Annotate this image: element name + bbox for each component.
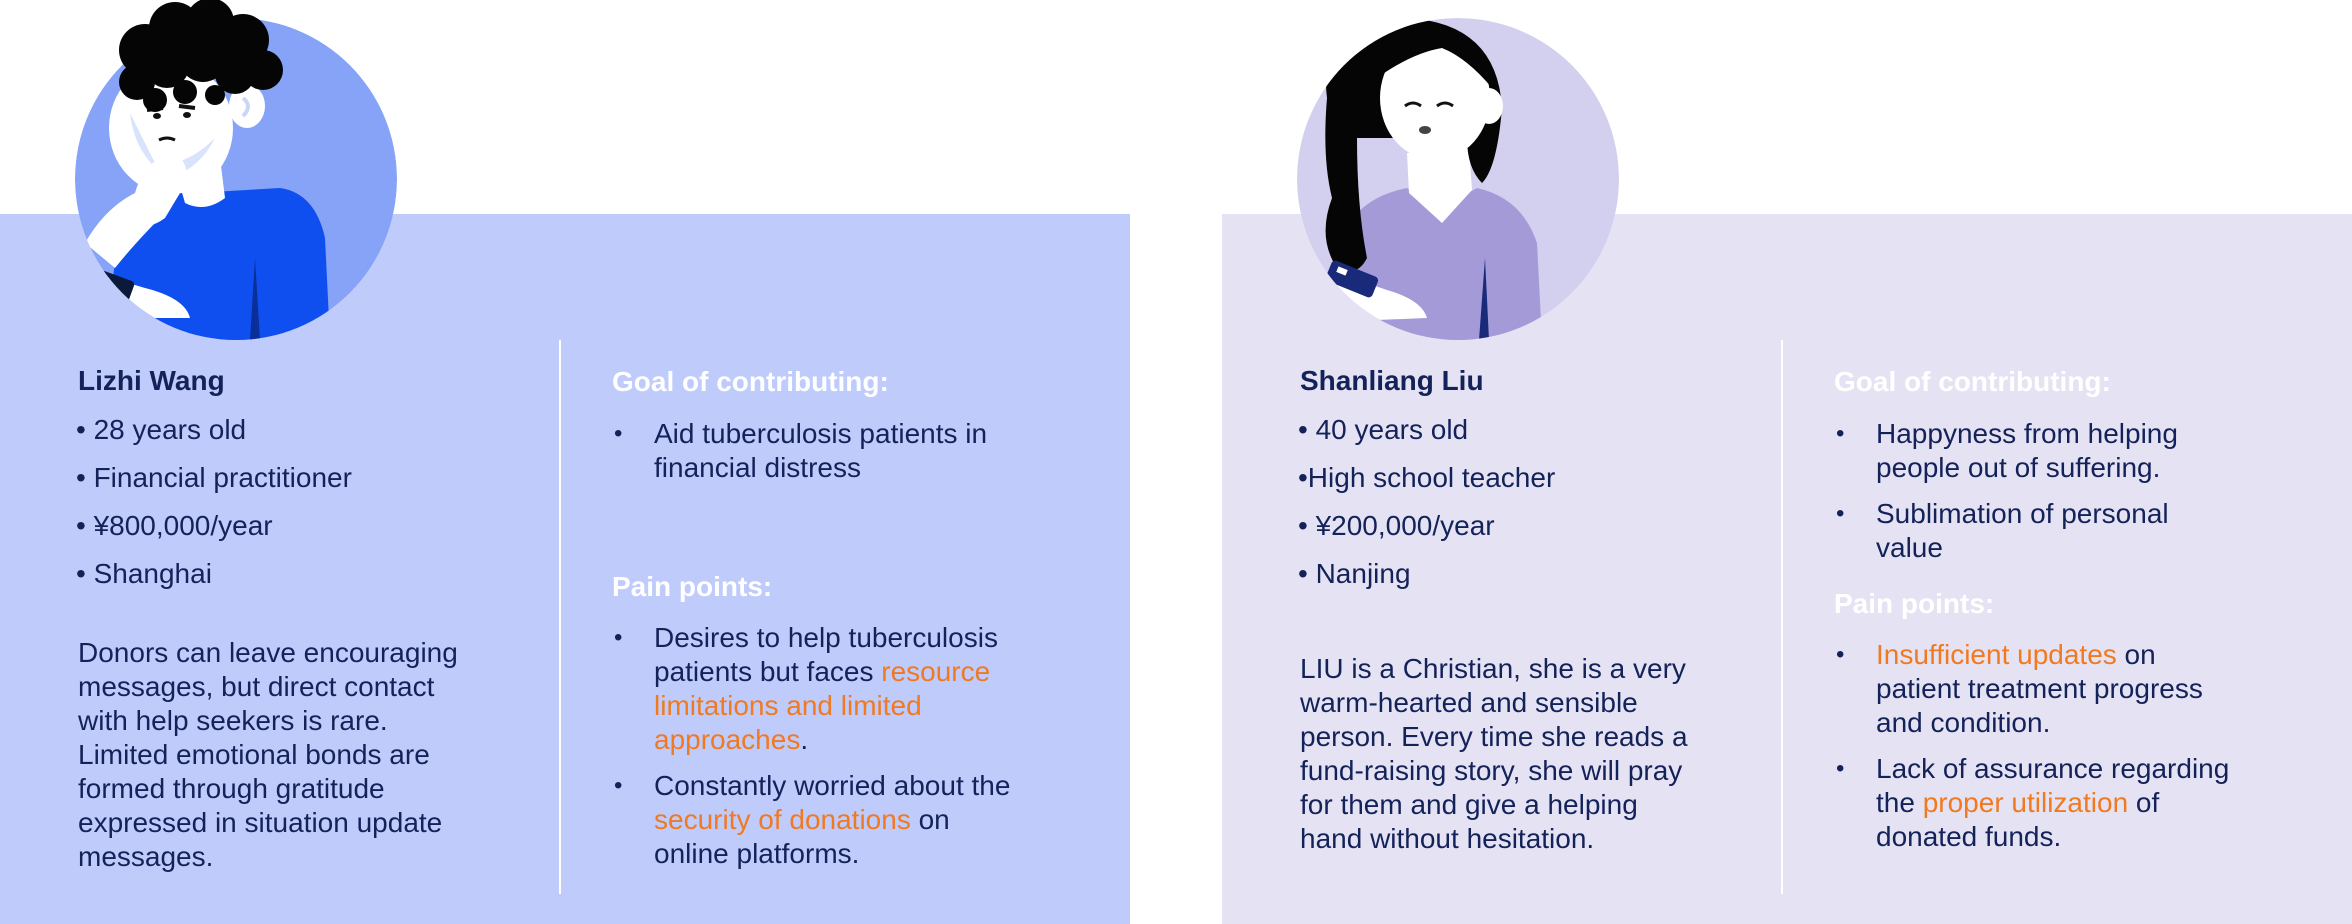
pain-list: Desires to help tuberculosis patients bu…: [612, 621, 1010, 871]
fact-city: • Nanjing: [1298, 558, 1411, 589]
fact-income: • ¥200,000/year: [1298, 510, 1495, 541]
persona-name: Shanliang Liu: [1300, 365, 1484, 396]
fact-city: • Shanghai: [76, 558, 212, 589]
goal-item: Aid tuberculosis patients in financial d…: [612, 417, 987, 485]
fact-income: • ¥800,000/year: [76, 510, 273, 541]
goal-item: Happyness from helping people out of suf…: [1834, 417, 2178, 485]
fact-age: • 40 years old: [1298, 414, 1469, 445]
fact-occupation: • Financial practitioner: [76, 462, 352, 493]
curly-hair-icon: [119, 0, 283, 112]
goal-item: Sublimation of personal value: [1834, 497, 2178, 565]
persona-facts: • 40 years old •High school teacher • ¥2…: [1298, 406, 1555, 598]
avatar-shanliang-liu: [1297, 18, 1619, 340]
fact-age: • 28 years old: [76, 414, 247, 445]
pain-item: Desires to help tuberculosis patients bu…: [612, 621, 1010, 757]
persona-description: Donors can leave encouraging messages, b…: [78, 637, 458, 872]
pain-item: Lack of assurance regarding the proper u…: [1834, 752, 2229, 854]
goal-heading: Goal of contributing:: [612, 366, 889, 397]
persona-name: Lizhi Wang: [78, 365, 225, 396]
pain-heading: Pain points:: [1834, 588, 1995, 619]
column-divider-left: [559, 340, 561, 894]
persona-facts: • 28 years old • Financial practitioner …: [76, 406, 352, 598]
pain-list: Insufficient updates on patient treatmen…: [1834, 638, 2229, 854]
persona-description: LIU is a Christian, she is a very warm-h…: [1300, 653, 1688, 854]
fact-occupation: •High school teacher: [1298, 462, 1556, 493]
goal-heading: Goal of contributing:: [1834, 366, 2111, 397]
pain-item: Insufficient updates on patient treatmen…: [1834, 638, 2229, 740]
goal-list: Happyness from helping people out of suf…: [1834, 417, 2178, 565]
column-divider-right: [1781, 340, 1783, 894]
pain-item: Constantly worried about the security of…: [612, 769, 1010, 871]
goal-list: Aid tuberculosis patients in financial d…: [612, 417, 987, 485]
pain-heading: Pain points:: [612, 571, 773, 602]
